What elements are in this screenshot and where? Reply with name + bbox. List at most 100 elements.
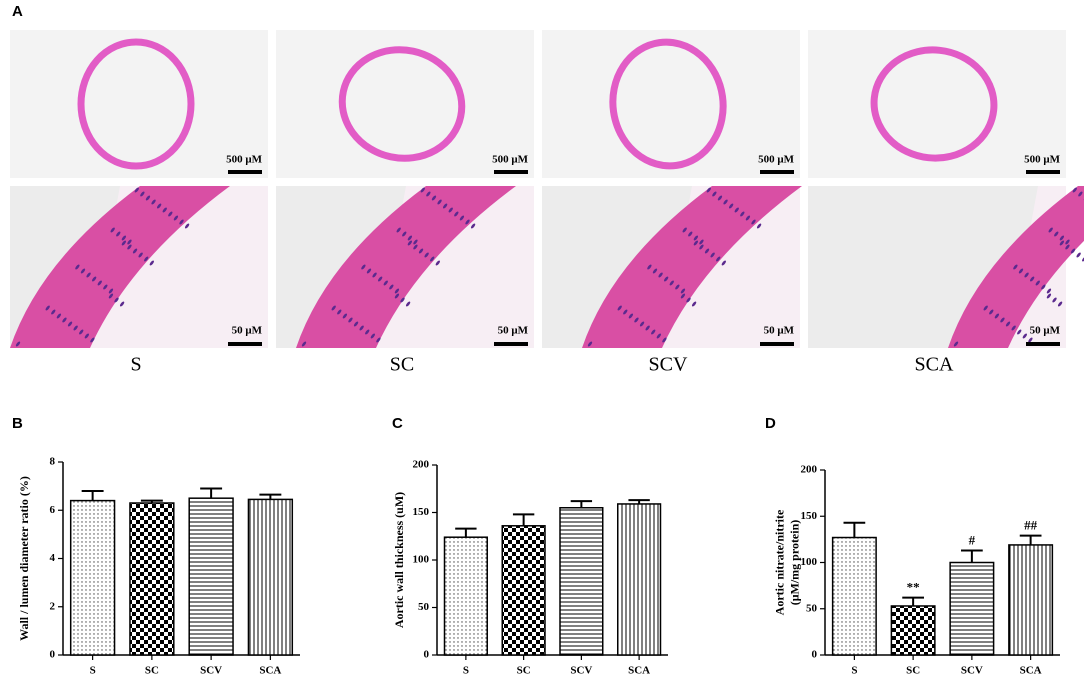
nucleus xyxy=(108,288,114,294)
nucleus xyxy=(1065,239,1070,245)
x-tick-label: S xyxy=(463,665,469,677)
nucleus xyxy=(454,211,459,217)
nucleus xyxy=(691,301,697,307)
nucleus xyxy=(647,264,652,270)
nucleus xyxy=(1057,301,1063,307)
bar xyxy=(501,525,546,656)
bar xyxy=(890,605,936,656)
nucleus xyxy=(51,309,56,315)
nucleus xyxy=(442,203,448,209)
nucleus xyxy=(1052,297,1057,303)
bar xyxy=(617,503,662,656)
nucleus xyxy=(394,293,400,299)
nucleus xyxy=(459,215,465,221)
y-tick-label: 50 xyxy=(806,602,818,614)
y-axis-label: Wall / lumen diameter ratio (%) xyxy=(17,476,31,641)
vessel-ring xyxy=(338,46,466,162)
scale-label: 50 μM xyxy=(232,325,263,337)
nucleus xyxy=(67,321,73,327)
nucleus xyxy=(710,252,715,258)
nucleus xyxy=(693,235,699,241)
nucleus xyxy=(645,325,650,331)
panel-letter: C xyxy=(392,415,403,432)
nucleus xyxy=(656,333,661,339)
scale-bar xyxy=(228,170,262,174)
nucleus xyxy=(669,280,674,286)
nucleus xyxy=(1076,252,1081,258)
nucleus xyxy=(751,219,756,225)
x-tick-label: SC xyxy=(906,665,920,677)
nucleus xyxy=(634,317,639,323)
nucleus xyxy=(389,284,394,290)
nucleus xyxy=(465,219,470,225)
nucleus xyxy=(704,248,710,254)
nucleus xyxy=(173,215,179,221)
nucleus xyxy=(394,288,400,294)
nucleus xyxy=(156,203,162,209)
scale-bar xyxy=(1026,342,1060,346)
nucleus xyxy=(470,223,476,229)
nucleus xyxy=(383,280,388,286)
x-tick-label: SCA xyxy=(1020,665,1042,677)
nucleus xyxy=(430,256,435,262)
scale-label: 50 μM xyxy=(498,325,529,337)
nucleus xyxy=(712,191,717,197)
nucleus xyxy=(337,309,342,315)
scale-label: 50 μM xyxy=(764,325,795,337)
y-tick-label: 100 xyxy=(801,556,818,568)
nucleus xyxy=(664,276,669,282)
nucleus xyxy=(359,325,364,331)
bar xyxy=(129,502,175,656)
group-label: SCA xyxy=(915,354,954,376)
y-axis-label: Aortic wall thickness (uM) xyxy=(392,492,406,628)
scale-label: 500 μM xyxy=(226,154,262,166)
scale-bar xyxy=(494,342,528,346)
scale-bar xyxy=(760,342,794,346)
nucleus xyxy=(144,256,149,262)
nucleus xyxy=(1078,191,1083,197)
y-tick-label: 6 xyxy=(50,504,56,516)
x-tick-label: SCV xyxy=(961,665,983,677)
bar xyxy=(949,561,995,656)
nucleus xyxy=(145,195,151,201)
nucleus xyxy=(1024,272,1029,278)
x-tick-label: S xyxy=(90,665,96,677)
nucleus xyxy=(1000,317,1005,323)
nucleus xyxy=(1011,325,1016,331)
significance: ## xyxy=(1024,518,1038,533)
nucleus xyxy=(1022,333,1027,339)
nucleus xyxy=(134,187,139,193)
nucleus xyxy=(1072,187,1077,193)
nucleus xyxy=(756,223,762,229)
nucleus xyxy=(92,276,97,282)
nucleus xyxy=(110,227,115,233)
nucleus xyxy=(693,240,699,246)
nucleus xyxy=(983,305,988,311)
group-label: SCV xyxy=(649,354,688,376)
nucleus xyxy=(376,337,381,343)
nucleus xyxy=(953,341,959,347)
nucleus xyxy=(680,293,686,299)
nucleus xyxy=(79,329,84,335)
scale-bar xyxy=(494,170,528,174)
y-axis-label: (μM/mg protein) xyxy=(787,520,801,606)
nucleus xyxy=(80,268,86,274)
nucleus xyxy=(662,337,667,343)
nucleus xyxy=(1018,268,1024,274)
nucleus xyxy=(168,211,173,217)
nucleus xyxy=(378,276,383,282)
nucleus xyxy=(121,240,127,246)
nucleus xyxy=(437,199,442,205)
nucleus xyxy=(179,219,184,225)
nucleus xyxy=(1030,276,1035,282)
histology-image xyxy=(276,30,534,178)
nucleus xyxy=(361,264,366,270)
scale-bar xyxy=(1026,170,1060,174)
nucleus xyxy=(686,297,691,303)
y-tick-label: 0 xyxy=(50,649,56,661)
nucleus xyxy=(617,305,622,311)
x-tick-label: SCV xyxy=(200,665,222,677)
nucleus xyxy=(331,305,336,311)
nucleus xyxy=(365,329,370,335)
vessel-ring xyxy=(77,38,195,170)
